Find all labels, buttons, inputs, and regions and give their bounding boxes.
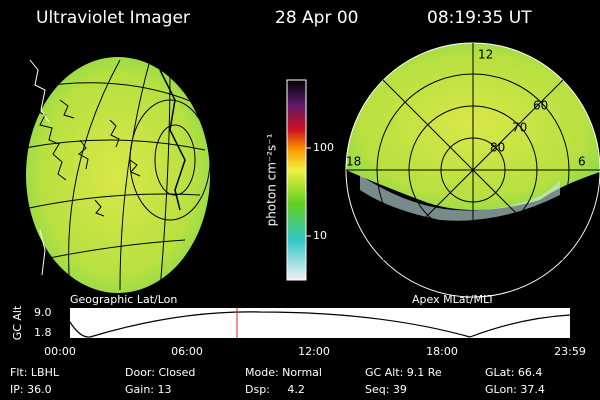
info-field: Flt: LBHL [10, 366, 60, 379]
alt-xtick: 23:59 [554, 345, 586, 358]
info-field: Mode: Normal [245, 366, 322, 379]
right-label: Apex MLat/MLT [412, 293, 495, 306]
colorbar-label: photon cm⁻²s⁻¹ [265, 133, 279, 226]
alt-ylabel: GC Alt [11, 305, 24, 340]
alt-xtick: 18:00 [426, 345, 458, 358]
info-field: Gain: 13 [125, 383, 172, 396]
info-field: GLat: 66.4 [485, 366, 542, 379]
mlat-label: 60 [533, 99, 548, 113]
mlat-label: 70 [512, 121, 527, 135]
alt-ytick: 1.8 [34, 326, 52, 339]
colorbar: 100 10 photon cm⁻²s⁻¹ [265, 79, 334, 281]
title: Ultraviolet Imager [36, 8, 190, 28]
date: 28 Apr 00 [275, 8, 358, 28]
mlat-label: 80 [490, 141, 505, 155]
time: 08:19:35 UT [427, 8, 532, 28]
left-label: Geographic Lat/Lon [70, 293, 177, 306]
info-field: Door: Closed [125, 366, 195, 379]
alt-xtick: 00:00 [44, 345, 76, 358]
alt-xtick: 12:00 [298, 345, 330, 358]
colorbar-tick: 100 [313, 141, 334, 154]
info-panel: Flt: LBHL Door: Closed Mode: Normal GC Alt:… [10, 366, 545, 396]
altitude-plot: GC Alt 9.0 1.8 00:00 06:00 12:00 18:00 2… [11, 305, 586, 358]
info-field: Dsp: 4.2 [245, 383, 305, 396]
mlt-label: 6 [578, 155, 586, 169]
info-field: Seq: 39 [365, 383, 407, 396]
info-field: IP: 36.0 [10, 383, 52, 396]
mlt-label: 0 [466, 279, 474, 293]
polar-image: 12 18 6 0 60 70 80 [345, 42, 600, 298]
geographic-image [26, 57, 210, 293]
colorbar-tick: 10 [313, 229, 327, 242]
info-field: GC Alt: 9.1 Re [365, 366, 442, 379]
info-field: GLon: 37.4 [485, 383, 545, 396]
alt-xtick: 06:00 [171, 345, 203, 358]
mlt-label: 18 [346, 155, 361, 169]
alt-ytick: 9.0 [34, 306, 52, 319]
mlt-label: 12 [478, 48, 493, 62]
